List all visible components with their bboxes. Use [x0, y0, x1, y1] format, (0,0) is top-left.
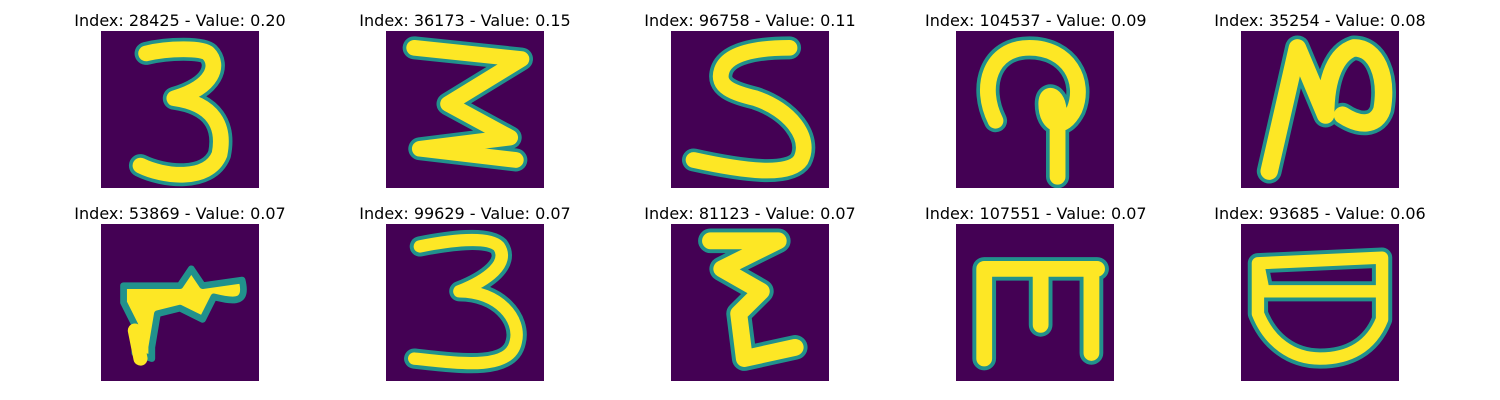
glyph-n-image: [1241, 31, 1399, 188]
panel-title: Index: 104537 - Value: 0.09: [925, 11, 1147, 30]
image-panel: Index: 53869 - Value: 0.07: [70, 202, 290, 382]
panel-title: Index: 99629 - Value: 0.07: [359, 204, 571, 223]
glyph-three-image: [386, 224, 544, 381]
glyph-blob-image: [101, 224, 259, 381]
panel-title: Index: 93685 - Value: 0.06: [1214, 204, 1426, 223]
image-panel: Index: 81123 - Value: 0.07: [640, 202, 860, 382]
image-panel: Index: 35254 - Value: 0.08: [1210, 9, 1430, 189]
panel-title: Index: 35254 - Value: 0.08: [1214, 11, 1426, 30]
glyph-five-image: [671, 31, 829, 188]
image-panel: Index: 104537 - Value: 0.09: [925, 9, 1147, 189]
panel-title: Index: 28425 - Value: 0.20: [74, 11, 286, 30]
panel-title: Index: 107551 - Value: 0.07: [925, 204, 1147, 223]
panel-title: Index: 36173 - Value: 0.15: [359, 11, 571, 30]
image-panel: Index: 36173 - Value: 0.15: [355, 9, 575, 189]
glyph-three-image: [386, 31, 544, 188]
panel-title: Index: 53869 - Value: 0.07: [74, 204, 286, 223]
image-panel: Index: 28425 - Value: 0.20: [70, 9, 290, 189]
glyph-zigzag-image: [671, 224, 829, 381]
glyph-bowl-image: [1241, 224, 1399, 381]
panel-title: Index: 81123 - Value: 0.07: [644, 204, 856, 223]
panel-title: Index: 96758 - Value: 0.11: [644, 11, 856, 30]
glyph-three-image: [101, 31, 259, 188]
image-panel: Index: 93685 - Value: 0.06: [1210, 202, 1430, 382]
image-panel: Index: 99629 - Value: 0.07: [355, 202, 575, 382]
glyph-curl-image: [956, 31, 1114, 188]
image-panel: Index: 96758 - Value: 0.11: [640, 9, 860, 189]
image-panel: Index: 107551 - Value: 0.07: [925, 202, 1147, 382]
glyph-m-image: [956, 224, 1114, 381]
